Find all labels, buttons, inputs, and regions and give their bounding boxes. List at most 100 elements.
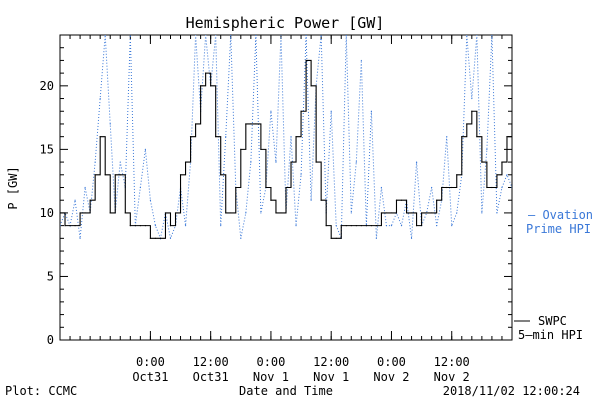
swpc-data-point [89,199,91,201]
swpc-data-point [395,199,398,201]
swpc-data-point [189,136,192,138]
swpc-data-point [506,136,508,138]
x-tick-time-label: 12:00 [434,355,470,369]
ovation-data-point [129,35,131,36]
y-tick-label: 0 [47,333,54,347]
ovation-data-point [104,35,106,36]
ovation-data-point [345,35,347,36]
swpc-data-point [481,161,483,163]
swpc-data-point [295,136,297,138]
swpc-data-point [225,212,227,214]
swpc-data-point [184,161,187,163]
swpc-data-point [456,174,458,176]
ovation-data-point [466,35,468,36]
x-tick-date-label: Nov 1 [313,370,349,384]
x-tick-time-label: 12:00 [313,355,349,369]
swpc-data-point [179,174,182,176]
ovation-data-point [370,110,372,112]
swpc-data-point [405,212,408,214]
ovation-data-point [390,225,393,227]
swpc-data-point [109,212,111,214]
ovation-data-point [496,212,498,214]
ovation-data-point [305,35,307,36]
legend-ovation-line2: Prime HPI [526,222,591,236]
swpc-data-point [375,225,377,227]
ovation-data-point [380,186,383,189]
legend-swpc-line2: 5–min HPI [518,328,583,342]
swpc-data-point [205,72,207,74]
y-tick-label: 5 [47,269,54,283]
swpc-data-point [280,212,282,214]
swpc-data-point [270,199,272,201]
ovation-data-point [245,212,247,214]
x-tick-time-label: 0:00 [136,355,165,369]
ovation-data-point [410,237,413,239]
swpc-data-point [210,85,212,87]
ovation-data-point [360,59,362,62]
swpc-data-point [446,186,448,189]
swpc-data-point [290,161,292,163]
ovation-data-point [335,225,337,227]
swpc-data-point [220,174,222,176]
ovation-data-point [280,35,282,36]
ovation-data-point [275,161,277,163]
swpc-data-point [215,136,217,138]
swpc-data-point [144,225,146,227]
swpc-data-point [300,110,302,112]
swpc-data-point [466,123,468,125]
ovation-data-point [205,35,207,36]
swpc-data-point [255,123,257,125]
ovation-data-point [270,110,272,112]
swpc-data-point [79,212,81,214]
ovation-data-point [220,225,222,227]
swpc-data-point [441,186,443,189]
swpc-data-point [230,212,232,214]
swpc-data-point [390,212,393,214]
ovation-data-point [119,161,121,163]
swpc-data-point [129,225,131,227]
swpc-data-point [260,148,262,150]
swpc-data-point [340,225,342,227]
ovation-data-point [290,136,292,138]
ovation-data-point [400,225,403,227]
swpc-data-point [275,212,277,214]
ovation-data-point [184,225,187,227]
swpc-data-point [114,174,116,176]
ovation-data-point [320,35,322,36]
swpc-data-point [94,174,96,176]
x-tick-date-label: Nov 1 [253,370,289,384]
swpc-data-point [330,237,332,239]
timestamp: 2018/11/02 12:00:24 [443,384,580,398]
ovation-data-point [230,35,232,36]
ovation-data-point [154,225,157,227]
x-tick-time-label: 0:00 [377,355,406,369]
swpc-data-point [250,123,252,125]
ovation-data-point [250,161,252,163]
ovation-data-point [169,237,172,239]
swpc-data-point [169,225,172,227]
swpc-data-point [149,237,151,239]
swpc-data-point [426,212,428,214]
swpc-data-point [69,225,71,227]
ovation-data-point [310,199,312,201]
ovation-data-point [330,110,332,112]
ovation-data-point [471,97,473,100]
ovation-data-point [240,237,242,239]
ovation-data-point [436,225,438,227]
ovation-data-point [74,199,76,201]
x-tick-date-label: Oct31 [193,370,229,384]
swpc-data-point [99,136,101,138]
swpc-data-point [84,212,86,214]
swpc-data-point [305,59,307,62]
swpc-data-point [139,225,141,227]
ovation-data-point [431,186,433,189]
swpc-data-point [335,237,337,239]
swpc-data-point [235,186,237,189]
ovation-data-point [260,212,262,214]
ovation-data-point [501,186,503,189]
swpc-data-point [74,225,76,227]
swpc-data-point [200,85,202,87]
ovation-data-point [491,35,493,36]
